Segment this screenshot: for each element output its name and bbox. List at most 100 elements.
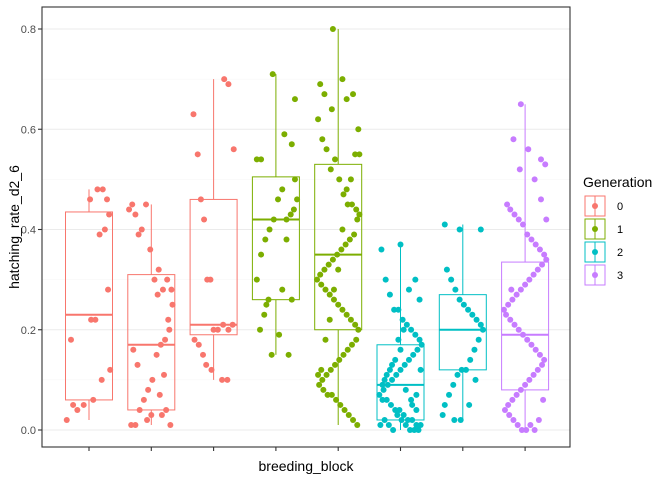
legend-key-dot — [592, 249, 598, 255]
data-point — [443, 266, 450, 273]
plot-panel-border — [41, 6, 571, 448]
data-point — [315, 371, 322, 378]
points-slot-6 — [376, 241, 425, 433]
data-point — [414, 346, 421, 353]
data-point — [378, 246, 385, 253]
data-point — [467, 356, 474, 363]
data-point — [319, 136, 326, 143]
data-point — [325, 261, 332, 268]
points-slot-5 — [314, 26, 363, 428]
data-point — [523, 427, 530, 433]
data-point — [294, 196, 301, 203]
data-point — [356, 211, 363, 218]
data-point — [441, 221, 448, 228]
data-point — [398, 416, 405, 423]
data-point — [70, 401, 77, 408]
data-point — [330, 296, 337, 303]
data-point — [392, 406, 399, 413]
data-point — [347, 176, 354, 183]
data-point — [335, 301, 342, 308]
data-point — [99, 186, 106, 193]
data-point — [536, 246, 543, 253]
data-point — [63, 416, 70, 423]
data-point — [543, 256, 550, 263]
data-point — [504, 201, 511, 208]
data-point — [340, 351, 347, 358]
data-point — [147, 246, 154, 253]
data-point — [401, 361, 408, 368]
data-point — [415, 427, 422, 433]
data-point — [479, 326, 486, 333]
data-point — [413, 406, 420, 413]
data-point — [326, 316, 333, 323]
data-point — [517, 386, 524, 393]
data-point — [515, 326, 522, 333]
data-point — [383, 371, 390, 378]
data-point — [534, 366, 541, 373]
y-axis-ticks: 0.0 0.2 0.4 0.6 0.8 — [21, 24, 42, 437]
data-point — [503, 311, 510, 318]
data-point — [318, 281, 325, 288]
data-point — [318, 366, 325, 373]
data-point — [404, 416, 411, 423]
data-point — [158, 411, 165, 418]
data-point — [389, 361, 396, 368]
data-point — [190, 111, 197, 118]
x-axis-title: breeding_block — [259, 458, 355, 474]
data-point — [402, 386, 409, 393]
data-point — [279, 286, 286, 293]
data-point — [339, 306, 346, 313]
y-tick-label: 0.4 — [21, 225, 36, 237]
data-point — [472, 376, 479, 383]
data-point — [513, 391, 520, 398]
data-point — [151, 276, 158, 283]
data-point — [154, 291, 161, 298]
data-point — [104, 196, 111, 203]
data-point — [162, 336, 169, 343]
data-point — [94, 186, 101, 193]
data-point — [509, 296, 516, 303]
data-point — [522, 381, 529, 388]
data-point — [323, 371, 330, 378]
data-point — [525, 146, 532, 153]
data-point — [539, 361, 546, 368]
data-point — [454, 371, 461, 378]
data-point — [350, 416, 357, 423]
data-point — [537, 196, 544, 203]
data-point — [333, 396, 340, 403]
data-point — [410, 351, 417, 358]
data-point — [335, 266, 342, 273]
data-point — [197, 196, 204, 203]
data-point — [405, 356, 412, 363]
data-point — [530, 271, 537, 278]
data-point — [400, 411, 407, 418]
data-point — [153, 351, 160, 358]
data-point — [407, 427, 414, 433]
data-point — [353, 206, 360, 213]
data-point — [344, 346, 351, 353]
legend: Generation 0 1 2 3 — [583, 174, 652, 286]
points-slot-2 — [126, 201, 176, 428]
points-slot-8 — [500, 101, 550, 433]
y-tick-label: 0.6 — [21, 124, 36, 136]
data-point — [288, 296, 295, 303]
data-point — [417, 366, 424, 373]
data-point — [194, 151, 201, 158]
data-point — [379, 396, 386, 403]
data-point — [210, 326, 217, 333]
box-iqr — [189, 198, 238, 336]
data-point — [275, 196, 282, 203]
data-point — [344, 201, 351, 208]
legend-entry-0: 0 — [584, 195, 623, 217]
data-point — [129, 201, 136, 208]
data-point — [225, 326, 232, 333]
data-point — [353, 336, 360, 343]
legend-title: Generation — [583, 174, 652, 190]
data-point — [528, 236, 535, 243]
data-point — [526, 276, 533, 283]
data-point — [377, 421, 384, 428]
data-point — [466, 401, 473, 408]
data-point — [334, 251, 341, 258]
